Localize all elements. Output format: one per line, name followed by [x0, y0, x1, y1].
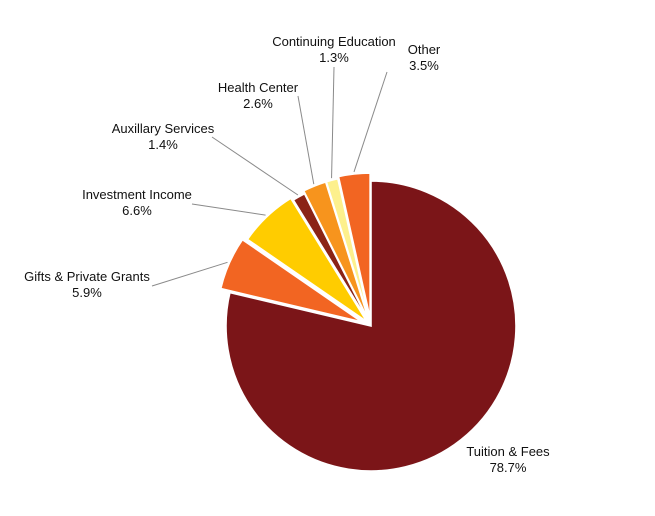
label-investment-income: Investment Income	[82, 187, 192, 202]
label-continuing-education: Continuing Education	[272, 34, 396, 49]
value-tuition-fees: 78.7%	[490, 460, 527, 475]
slice-tuition-fees	[225, 180, 517, 472]
label-gifts-private-grants: Gifts & Private Grants	[24, 269, 150, 284]
leader-line-investment-income	[191, 203, 266, 216]
value-auxillary-services: 1.4%	[148, 137, 178, 152]
value-investment-income: 6.6%	[122, 203, 152, 218]
value-continuing-education: 1.3%	[319, 50, 349, 65]
leader-line-other	[353, 71, 388, 173]
leader-line-continuing-education	[331, 66, 335, 179]
value-other: 3.5%	[409, 58, 439, 73]
label-other: Other	[408, 42, 441, 57]
label-tuition-fees: Tuition & Fees	[466, 444, 550, 459]
pie-slices	[219, 172, 517, 472]
leader-lines	[151, 66, 388, 287]
value-health-center: 2.6%	[243, 96, 273, 111]
label-health-center: Health Center	[218, 80, 299, 95]
value-gifts-private-grants: 5.9%	[72, 285, 102, 300]
slice-investment-income	[246, 197, 368, 323]
slice-other	[337, 172, 371, 319]
label-auxillary-services: Auxillary Services	[112, 121, 215, 136]
slice-continuing-education	[325, 177, 371, 321]
leader-line-gifts-private-grants	[151, 261, 228, 287]
leader-line-health-center	[297, 95, 315, 185]
slice-labels: Tuition & Fees 78.7% Gifts & Private Gra…	[24, 34, 550, 475]
slice-gifts-private-grants	[219, 238, 363, 323]
leader-line-auxillary-services	[211, 136, 299, 196]
